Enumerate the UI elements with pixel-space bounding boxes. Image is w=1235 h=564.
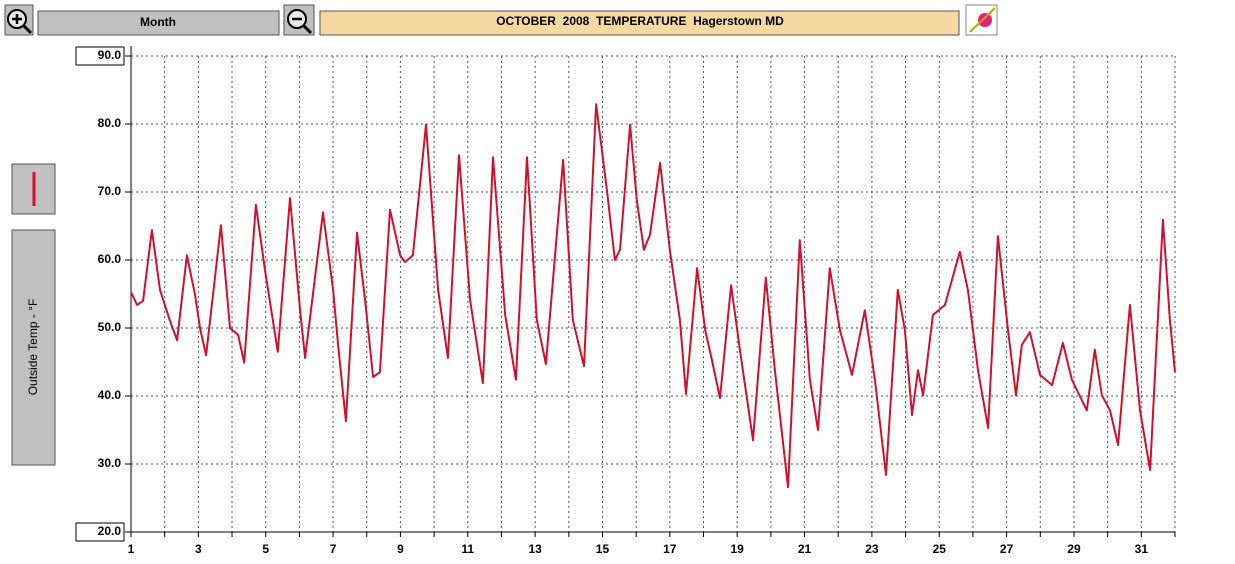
x-tick-label: 3: [195, 542, 202, 556]
x-tick-label: 17: [663, 542, 677, 556]
zoom-out-button[interactable]: [283, 4, 315, 36]
x-tick-label: 11: [461, 542, 474, 556]
x-tick-label: 27: [1000, 542, 1014, 556]
zoom-in-button[interactable]: [4, 4, 34, 36]
y-tick-label: 70.0: [98, 184, 122, 198]
y-tick-label: 40.0: [98, 388, 122, 402]
x-tick-label: 31: [1135, 542, 1149, 556]
y-tick-box: [75, 522, 125, 542]
x-tick-label: 19: [731, 542, 745, 556]
y-tick-label: 60.0: [98, 252, 122, 266]
y-tick-label: 50.0: [98, 320, 122, 334]
x-tick-label: 15: [596, 542, 610, 556]
series-button[interactable]: [11, 229, 56, 466]
y-tick-label: 20.0: [98, 524, 122, 538]
legend-label: Outside Temp - °F: [26, 299, 40, 396]
range-button[interactable]: [37, 10, 280, 36]
y-tick-box: [75, 46, 125, 66]
x-tick-label: 1: [128, 542, 135, 556]
y-tick-label: 90.0: [98, 48, 122, 62]
range-label: Month: [140, 15, 176, 29]
x-tick-label: 23: [865, 542, 879, 556]
title-bar: [319, 10, 960, 36]
x-tick-label: 9: [397, 542, 404, 556]
y-tick-label: 30.0: [98, 456, 122, 470]
series-line: [130, 103, 1176, 489]
chart-title: OCTOBER 2008 TEMPERATURE Hagerstown MD: [496, 14, 784, 28]
x-tick-label: 7: [330, 542, 337, 556]
x-tick-label: 25: [933, 542, 947, 556]
x-tick-label: 21: [798, 542, 812, 556]
color-icon[interactable]: [965, 4, 998, 36]
y-tick-label: 80.0: [98, 116, 122, 130]
x-tick-label: 5: [262, 542, 269, 556]
x-tick-label: 13: [528, 542, 542, 556]
x-tick-label: 29: [1067, 542, 1081, 556]
